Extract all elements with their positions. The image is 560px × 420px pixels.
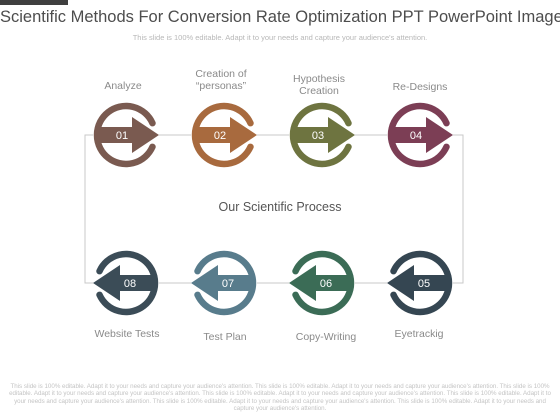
footer-disclaimer: This slide is 100% editable. Adapt it to…	[9, 383, 551, 413]
step-02: 02	[191, 102, 257, 168]
center-label: Our Scientific Process	[218, 200, 342, 214]
step-number-05: 05	[418, 278, 430, 290]
step-08: 08	[93, 250, 159, 316]
step-number-02: 02	[214, 130, 226, 142]
step-arrow-03	[296, 117, 355, 153]
step-label-07: Test Plan	[203, 331, 247, 343]
step-ring-08	[96, 250, 159, 316]
step-ring-01	[93, 102, 156, 168]
step-label-05: Eyetrackig	[394, 328, 444, 340]
step-arrow-08	[93, 265, 152, 301]
step-label-08: Website Tests	[94, 328, 160, 340]
step-arrow-02	[198, 117, 257, 153]
step-number-08: 08	[124, 278, 136, 290]
step-ring-04	[387, 102, 450, 168]
step-label-03: Hypothesis Creation	[293, 73, 345, 97]
step-number-01: 01	[116, 130, 128, 142]
step-ring-03	[289, 102, 352, 168]
step-06: 06	[289, 250, 355, 316]
step-arrow-04	[394, 117, 453, 153]
step-arrow-01	[100, 117, 159, 153]
step-arrow-07	[191, 265, 250, 301]
process-connector-frame	[84, 134, 464, 284]
step-03: 03	[289, 102, 355, 168]
step-arrow-06	[289, 265, 348, 301]
step-label-02: Creation of “personas”	[195, 68, 247, 92]
step-number-03: 03	[312, 130, 324, 142]
step-04: 04	[387, 102, 453, 168]
step-arrow-05	[387, 265, 446, 301]
step-label-06: Copy-Writing	[295, 331, 357, 343]
step-label-04: Re-Designs	[392, 81, 448, 93]
step-ring-02	[191, 102, 254, 168]
step-ring-06	[292, 250, 355, 316]
slide-subtitle: This slide is 100% editable. Adapt it to…	[132, 33, 428, 42]
step-number-07: 07	[222, 278, 234, 290]
step-number-06: 06	[320, 278, 332, 290]
step-label-01: Analyze	[104, 80, 142, 92]
step-ring-05	[390, 250, 453, 316]
step-number-04: 04	[410, 130, 422, 142]
step-05: 05	[387, 250, 453, 316]
step-ring-07	[194, 250, 257, 316]
slide-title: Scientific Methods For Conversion Rate O…	[0, 8, 560, 26]
step-07: 07	[191, 250, 257, 316]
step-01: 01	[93, 102, 159, 168]
top-tab-decoration	[0, 0, 68, 5]
